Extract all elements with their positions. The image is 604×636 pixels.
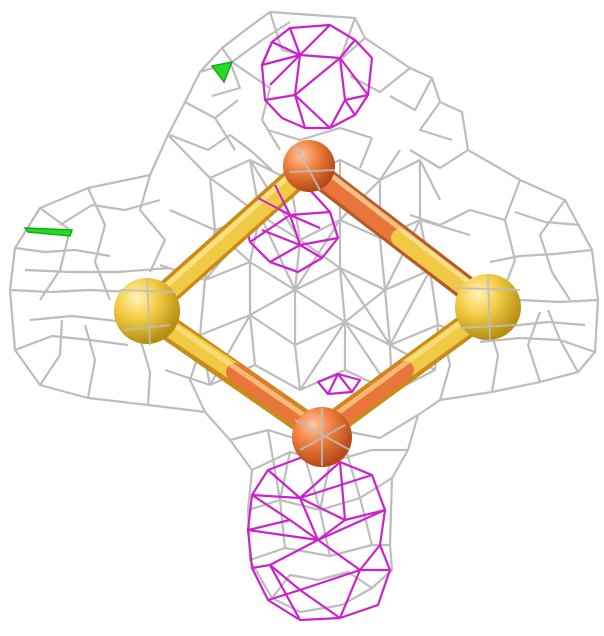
difference-cage-small xyxy=(316,372,362,396)
diff-overlay xyxy=(249,184,321,263)
difference-cage-bottom xyxy=(246,456,392,622)
mesh-overlay xyxy=(119,144,521,466)
green-marker-top xyxy=(210,60,234,84)
green-marker-left xyxy=(23,227,74,237)
difference-cage-top xyxy=(260,23,374,130)
bond-sticks xyxy=(137,157,501,445)
iron-atom-top xyxy=(283,140,335,192)
mesh-outline xyxy=(8,10,600,614)
sulfur-atom-left xyxy=(114,278,180,344)
green-density-markers xyxy=(23,60,234,237)
